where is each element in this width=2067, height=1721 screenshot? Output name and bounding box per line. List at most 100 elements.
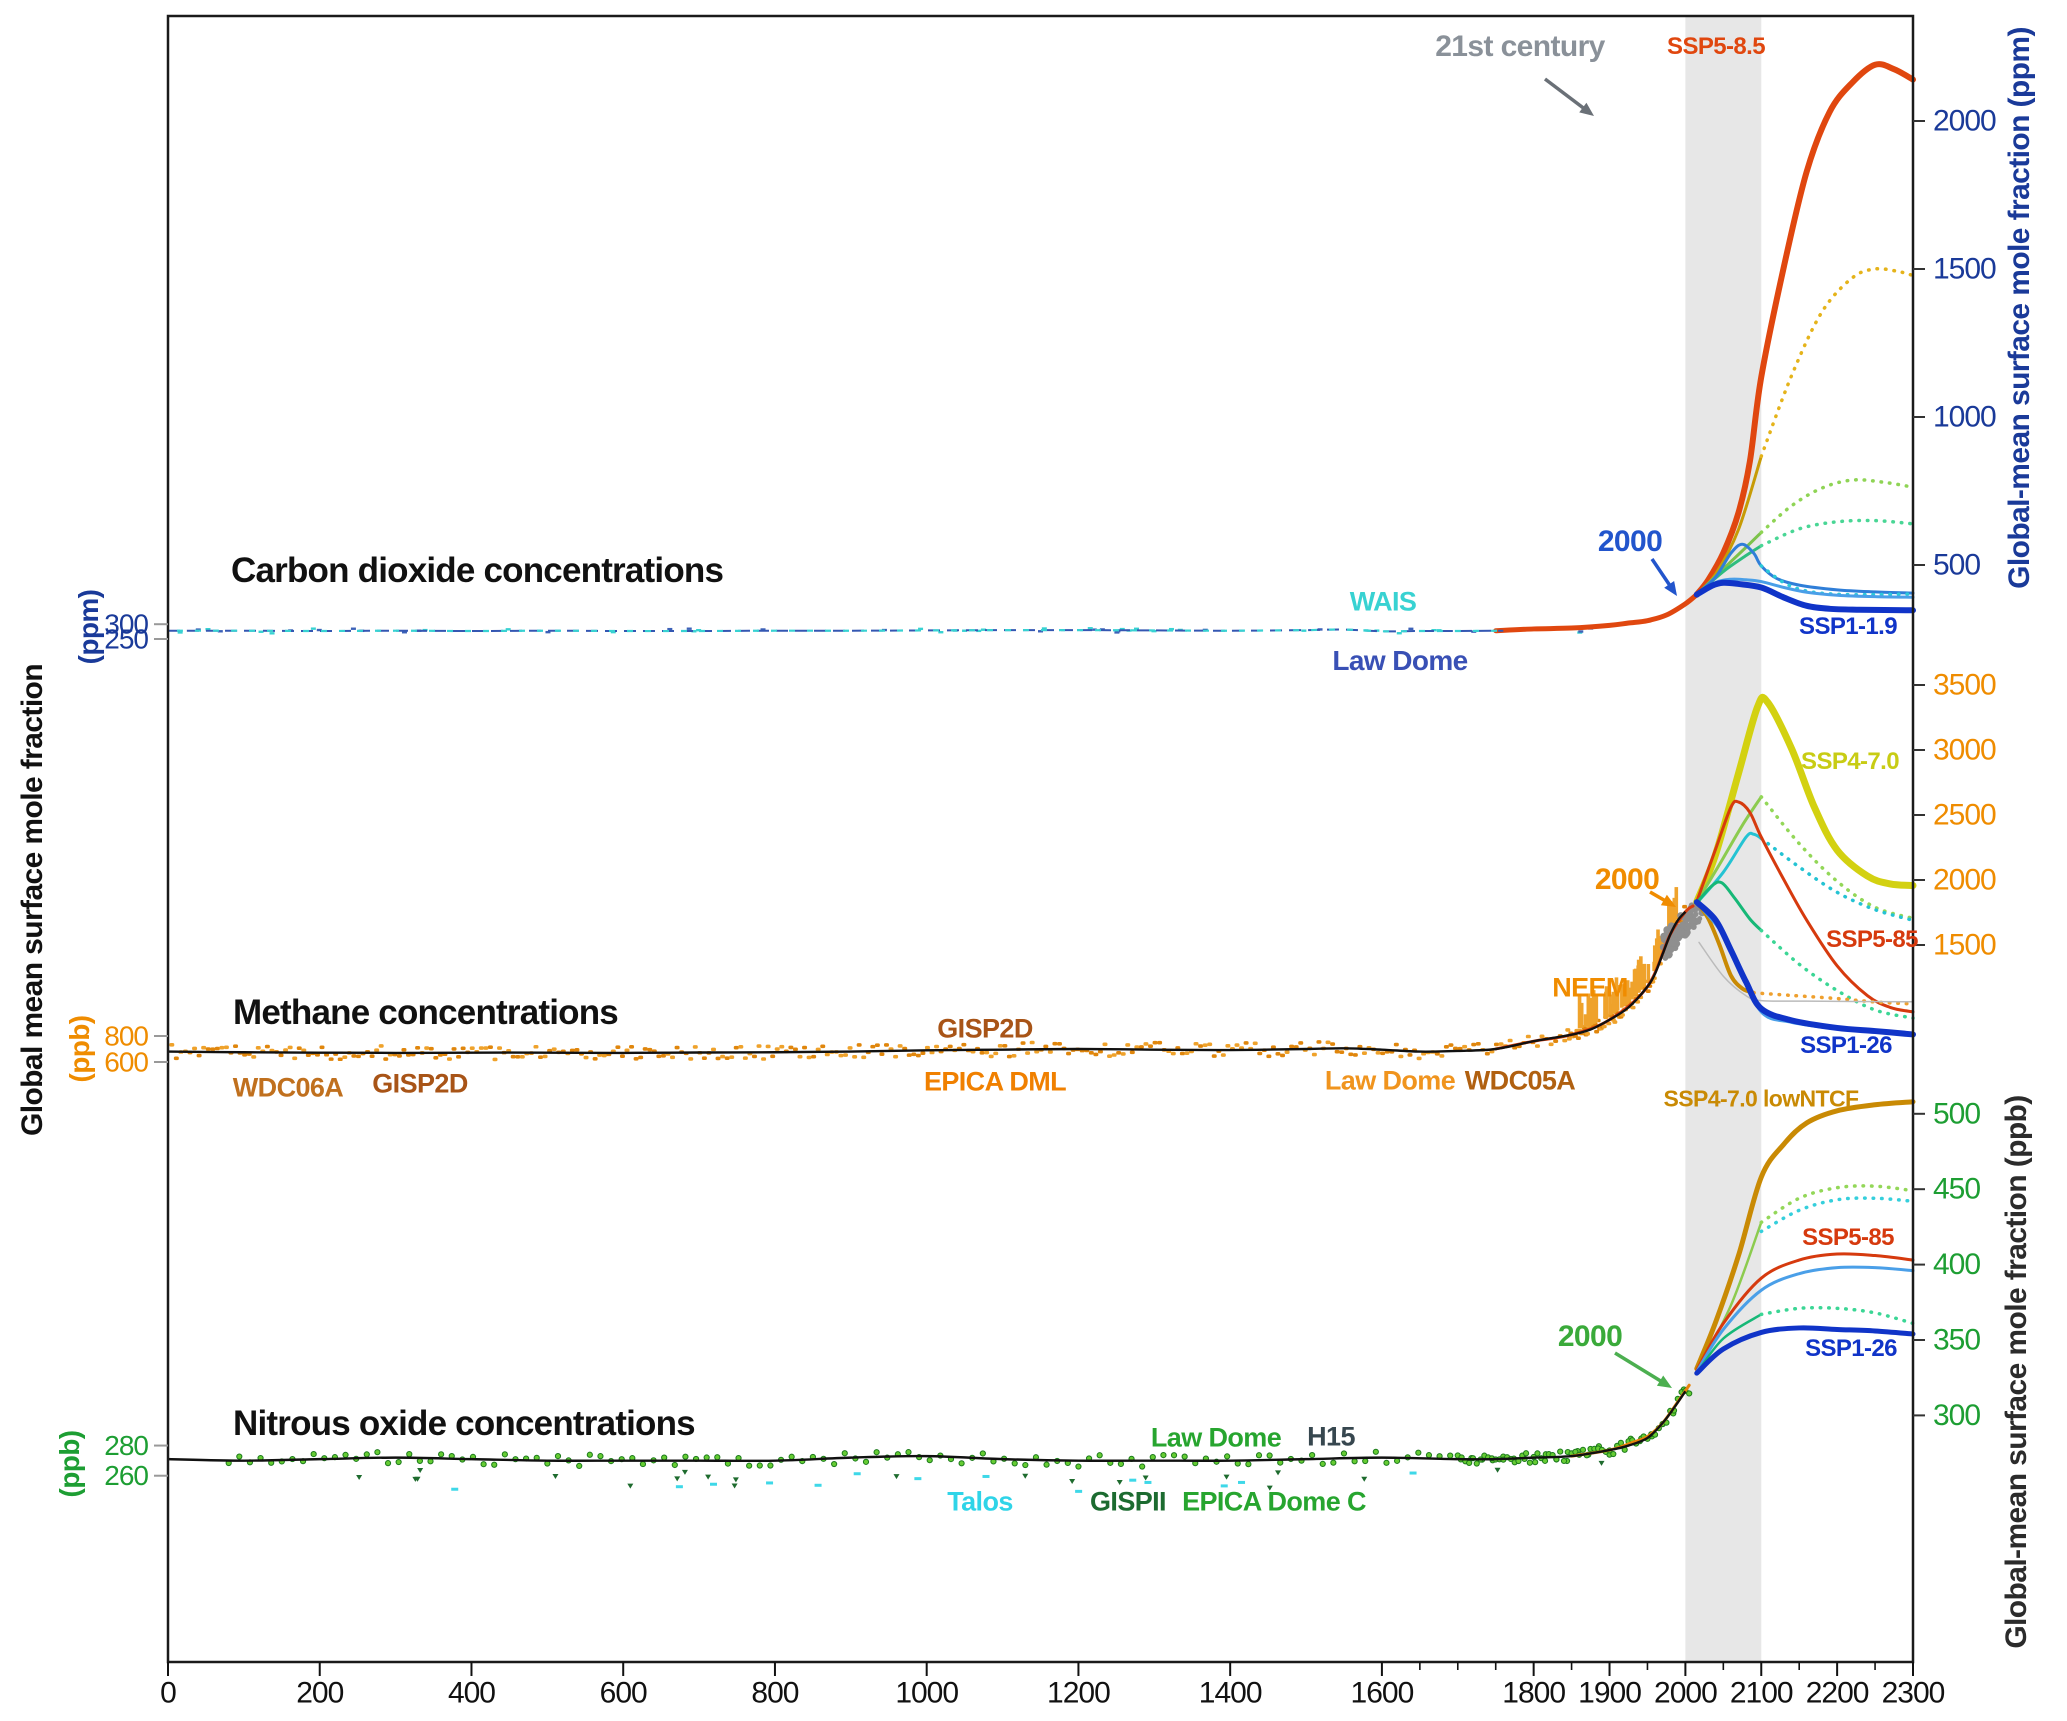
ch4-ice-core-point <box>1352 1053 1358 1057</box>
ch4-ice-core-point <box>738 1045 744 1049</box>
ch4-ice-core-point <box>874 1043 880 1047</box>
ch4-ice-core-point <box>1034 1049 1040 1054</box>
ch4-right-tick-label: 3000 <box>1933 734 1996 767</box>
ch4-ice-core-point <box>1298 1041 1304 1045</box>
n2o-talos-point <box>766 1481 774 1485</box>
ch4-ice-core-point <box>1434 1051 1440 1056</box>
n2o-ice-core-point <box>1011 1460 1018 1467</box>
ch4-ice-core-point <box>1562 1038 1568 1043</box>
ch4-ice-core-point <box>1565 1028 1571 1032</box>
n2o-talos-point <box>1075 1489 1083 1493</box>
ch4-ice-core-point <box>469 1046 475 1050</box>
co2-label-2000: 2000 <box>1597 525 1663 558</box>
n2o-label-ssp1-26: SSP1-26 <box>1805 1335 1897 1362</box>
n2o-ice-core-point <box>1393 1457 1401 1464</box>
n2o-gisp-point <box>1275 1470 1282 1476</box>
ch4-ice-core-point <box>1157 1040 1163 1045</box>
n2o-talos-point <box>1220 1484 1228 1488</box>
ch4-ice-core-point <box>1102 1042 1108 1047</box>
x-axis-tick-label: 800 <box>751 1677 798 1710</box>
co2-ice-core-point <box>177 631 183 634</box>
n2o-ice-core-point <box>586 1451 593 1458</box>
ch4-ice-core-point <box>779 1044 785 1049</box>
ch4-ice-core-point <box>1375 1050 1381 1055</box>
co2-right-tick-label: 2000 <box>1933 105 1996 138</box>
ch4-ice-core-point <box>415 1045 421 1050</box>
n2o-ice-core-point <box>926 1457 933 1464</box>
ch4-ice-core-point <box>296 1046 302 1050</box>
ch4-ice-core-point <box>879 1052 885 1056</box>
co2-ice-core-point <box>310 627 316 630</box>
co2-ice-core-point <box>691 630 697 633</box>
ch4-ice-core-point <box>720 1054 726 1059</box>
ch4-ice-core-point <box>210 1047 216 1051</box>
n2o-ice-core-point <box>1170 1452 1178 1459</box>
ch4-label-ssp4-7.0: SSP4-7.0 <box>1801 748 1900 775</box>
ch4-series-scenario-lightgreen-dotted <box>1759 795 1915 921</box>
co2-ice-core-point <box>938 631 944 634</box>
n2o-series-scenario-lightblue-solid <box>1695 1265 1915 1374</box>
ch4-ice-core-point <box>715 1056 721 1061</box>
ch4-neem-bar <box>1630 981 1634 1000</box>
ch4-neem-bar <box>1620 984 1624 1008</box>
co2-right-y-axis-label: Global-mean surface mole fraction (ppm) <box>2003 27 2036 589</box>
co2-right-tick-label: 1000 <box>1933 401 1996 434</box>
co2-year2000-arrow <box>1650 558 1673 589</box>
n2o-ice-core-point <box>363 1451 370 1458</box>
ch4-ice-core-point <box>592 1057 598 1061</box>
co2-label-law-dome: Law Dome <box>1332 645 1468 676</box>
ch4-ice-core-point <box>515 1055 521 1059</box>
n2o-ice-core-point <box>979 1450 986 1457</box>
n2o-ice-core-point <box>841 1450 848 1457</box>
co2-ice-core-point <box>1041 627 1047 630</box>
ch4-section-title: Methane concentrations <box>233 993 619 1032</box>
n2o-talos-point <box>982 1474 990 1478</box>
ch4-ice-core-point <box>1152 1040 1158 1045</box>
ch4-ice-core-point <box>802 1045 808 1050</box>
n2o-series-SSP4-7.0 lowNTCF <box>1694 1099 1916 1372</box>
co2-right-tick-label: 1500 <box>1933 253 1996 286</box>
n2o-talos-point <box>1129 1478 1137 1482</box>
n2o-ice-core-point <box>1149 1453 1156 1461</box>
n2o-ice-core-point <box>639 1460 647 1468</box>
ch4-ice-core-point <box>1093 1052 1099 1057</box>
ch4-ice-core-point <box>893 1054 899 1059</box>
ch4-ice-core-point <box>870 1044 876 1049</box>
ch4-left-unit-label: (ppb) <box>64 1015 95 1083</box>
ch4-ice-core-point <box>1270 1045 1276 1049</box>
ch4-label-2000: 2000 <box>1594 863 1660 896</box>
ch4-ice-core-point <box>223 1045 229 1050</box>
ch4-ice-core-point <box>911 1052 917 1057</box>
n2o-ice-core-point <box>746 1462 753 1469</box>
n2o-ice-core-point <box>1686 1390 1693 1397</box>
ch4-ice-core-point <box>820 1044 826 1049</box>
ch4-ice-core-point <box>1020 1041 1026 1045</box>
ch4-ice-core-point <box>947 1044 953 1049</box>
ch4-ice-core-point <box>1575 1036 1581 1041</box>
ch4-modern-obs-point <box>1680 931 1685 936</box>
x-axis-tick-label: 2100 <box>1730 1677 1793 1710</box>
ch4-ice-core-point <box>861 1055 867 1060</box>
co2-ice-core-point <box>1396 632 1402 635</box>
n2o-ice-core-point <box>1096 1452 1103 1459</box>
ch4-ice-core-point <box>583 1055 589 1060</box>
n2o-ice-core-point <box>788 1453 795 1460</box>
ch4-ice-core-point <box>219 1045 225 1050</box>
ch4-ice-core-point <box>1002 1043 1008 1048</box>
ch4-neem-bar <box>1639 956 1643 990</box>
n2o-gisp-point <box>1142 1475 1149 1481</box>
co2-ice-core-point <box>1168 627 1174 631</box>
n2o-gisp-point <box>1223 1474 1230 1480</box>
n2o-gisp-point <box>552 1474 559 1480</box>
ch4-ice-core-point <box>1534 1044 1540 1048</box>
ch4-ice-core-point <box>305 1053 311 1057</box>
co2-section-title: Carbon dioxide concentrations <box>231 551 724 590</box>
ch4-label-ssp1-26: SSP1-26 <box>1800 1032 1892 1059</box>
ch4-ice-core-point <box>1043 1044 1049 1049</box>
n2o-series-SSP5-85 <box>1695 1252 1915 1372</box>
co2-ice-core-point <box>1119 627 1125 631</box>
ch4-series-SSP4-7.0 <box>1693 693 1917 906</box>
co2-left-unit-label: (ppm) <box>73 589 104 665</box>
co2-series-scenario-green-dotted <box>1759 518 1915 548</box>
ch4-ice-core-point <box>1170 1051 1176 1056</box>
